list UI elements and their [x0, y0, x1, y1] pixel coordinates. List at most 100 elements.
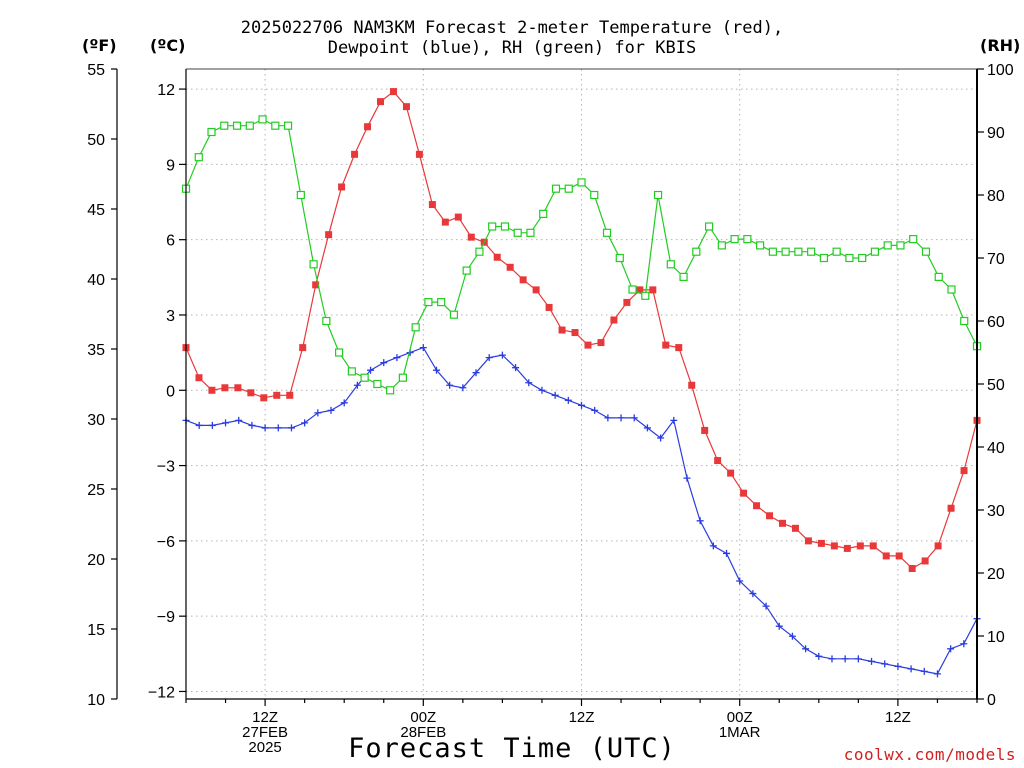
temperature-point	[830, 542, 838, 550]
temperature-point	[506, 263, 514, 271]
rh-point	[360, 373, 369, 382]
dewpoint-point	[419, 344, 427, 352]
rh-point	[207, 127, 216, 137]
dewpoint-point	[512, 364, 520, 372]
rh-point	[577, 178, 586, 187]
temperature-point	[947, 504, 955, 512]
temperature-point	[299, 344, 307, 352]
temperature-point	[364, 123, 372, 131]
celsius-tick-label: −9	[157, 609, 175, 626]
dewpoint-point	[340, 399, 348, 407]
chart-title-line-1: 2025022706 NAM3KM Forecast 2-meter Tempe…	[240, 18, 784, 38]
fahrenheit-tick-label: 30	[87, 412, 105, 429]
rh-point	[309, 260, 318, 269]
rh-point	[858, 253, 867, 263]
rh-point	[347, 367, 356, 376]
temperature-point	[454, 213, 462, 221]
rh-point	[488, 222, 497, 231]
rh-point	[411, 323, 420, 332]
dewpoint-point	[248, 421, 256, 429]
rh-point	[334, 348, 344, 357]
dewpoint-point	[235, 416, 243, 424]
temperature-point	[545, 303, 553, 311]
dewpoint-point	[894, 662, 902, 670]
temperature-point	[649, 286, 657, 294]
rh-point	[743, 235, 752, 244]
fahrenheit-tick-label: 55	[87, 62, 105, 79]
unit-celsius-label: (ºC)	[150, 36, 186, 55]
temperature-point	[662, 341, 670, 349]
x-tick-label: 28FEB	[400, 724, 446, 741]
rh-point	[283, 121, 293, 130]
rh-point	[271, 121, 280, 130]
dewpoint-point	[578, 401, 585, 409]
rh-point	[296, 190, 305, 200]
dewpoint-point	[485, 354, 493, 362]
rh-point	[730, 235, 739, 244]
rh-point	[194, 153, 203, 162]
rh-point	[449, 310, 459, 319]
rh-point	[870, 247, 880, 256]
rh-point	[934, 272, 943, 281]
unit-rh-label: (RH)	[980, 36, 1021, 55]
temperature-point	[377, 98, 385, 106]
rh-point	[768, 247, 777, 256]
rh-point	[220, 121, 229, 130]
x-tick-label: 2025	[248, 739, 281, 756]
grid-lines	[186, 69, 977, 699]
temperature-point	[428, 201, 436, 209]
dewpoint-point	[841, 655, 849, 663]
temperature-point	[597, 339, 605, 347]
fahrenheit-tick-label: 35	[87, 342, 105, 359]
x-tick-label: 12Z	[885, 709, 911, 726]
rh-point	[602, 228, 612, 237]
dewpoint-point	[775, 622, 783, 630]
dewpoint-point	[723, 549, 731, 557]
dewpoint-point	[222, 419, 230, 427]
dewpoint-point	[459, 384, 467, 392]
tick-labels: 129630−3−6−9−125550454035302520151010090…	[87, 62, 1014, 756]
rh-point	[437, 298, 446, 307]
temperature-point	[260, 394, 268, 402]
rh-point	[794, 247, 803, 256]
rh-tick-label: 0	[987, 692, 996, 709]
temperature-point	[817, 539, 825, 547]
temperature-point	[415, 150, 423, 158]
dewpoint-point	[261, 424, 269, 432]
rh-tick-label: 50	[987, 377, 1005, 394]
celsius-tick-label: −3	[157, 459, 175, 476]
temperature-point	[558, 326, 566, 334]
dewpoint-point	[907, 665, 915, 673]
temperature-point	[312, 281, 320, 289]
dewpoint-point	[617, 414, 625, 422]
temperature-point	[921, 557, 929, 565]
rh-tick-label: 70	[987, 251, 1005, 268]
rh-point	[845, 253, 854, 263]
x-tick-label: 1MAR	[719, 724, 761, 741]
temperature-point	[441, 218, 449, 226]
temperature-point	[208, 386, 216, 394]
dewpoint-point	[274, 424, 282, 432]
rh-point	[398, 373, 407, 382]
temperature-point	[882, 552, 890, 560]
rh-point	[781, 247, 790, 256]
dewpoint-point	[749, 590, 757, 598]
temperature-point	[727, 469, 735, 477]
rh-point	[832, 247, 841, 256]
dewpoint-point	[538, 386, 546, 394]
rh-point	[960, 316, 969, 326]
fahrenheit-tick-label: 10	[87, 692, 105, 709]
rh-point	[679, 272, 688, 281]
temperature-point	[675, 344, 683, 352]
dewpoint-point	[604, 414, 612, 422]
dewpoint-point	[195, 421, 203, 429]
temperature-point	[869, 542, 877, 550]
rh-point	[539, 209, 548, 218]
dewpoint-point	[591, 406, 599, 414]
dewpoint-point	[815, 652, 823, 660]
rh-tick-label: 100	[987, 62, 1014, 79]
temperature-point	[338, 183, 346, 191]
rh-point	[653, 190, 663, 200]
temperature-point	[714, 457, 722, 465]
dewpoint-point	[947, 645, 955, 653]
